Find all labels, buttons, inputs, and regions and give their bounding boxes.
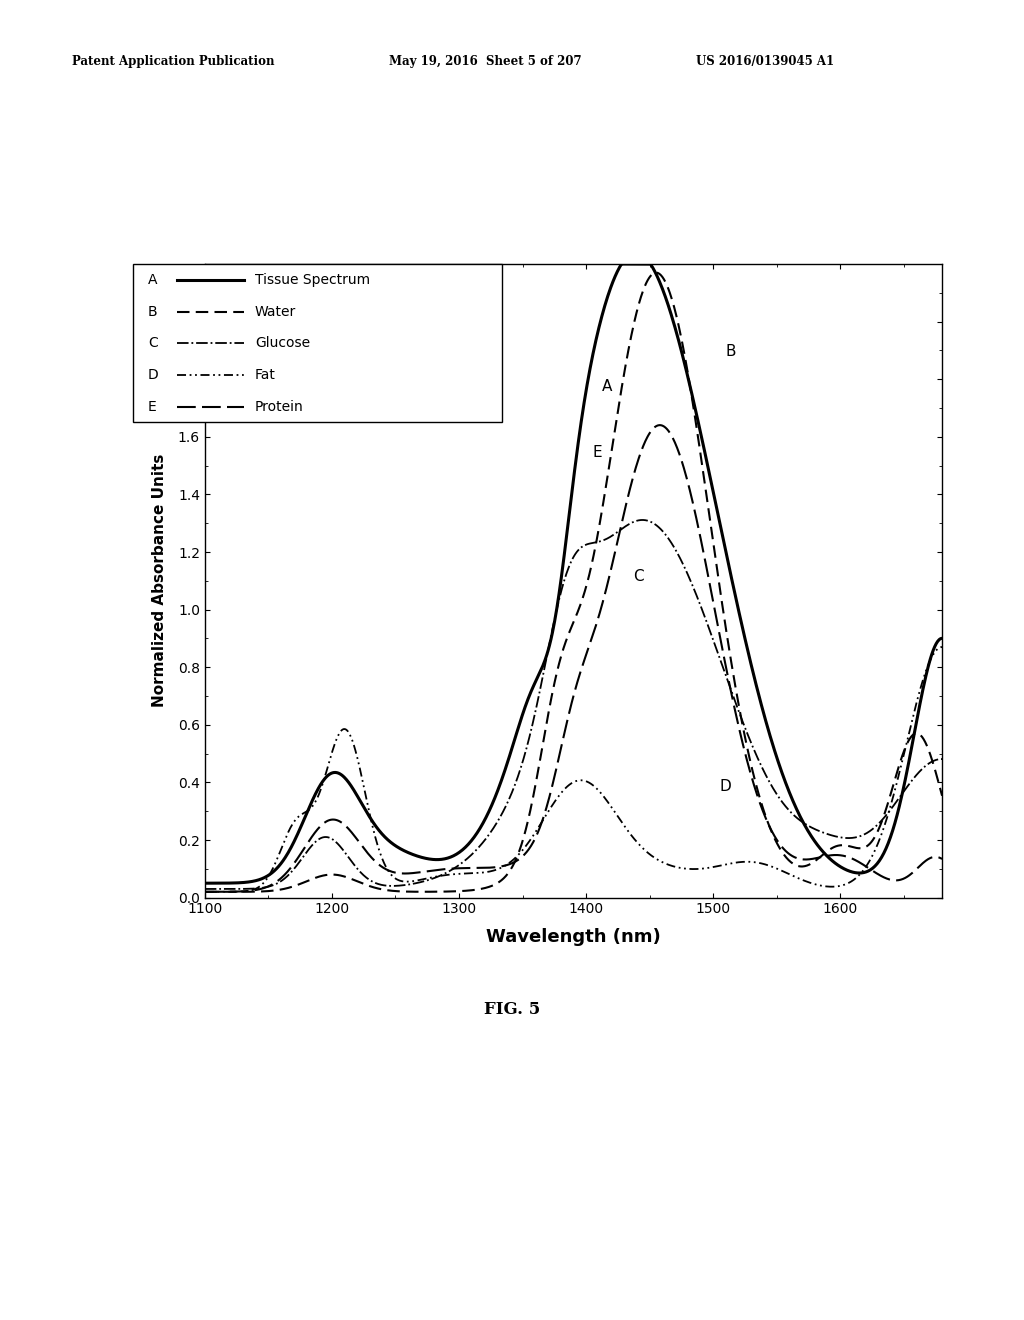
Text: D: D: [147, 368, 159, 381]
Text: D: D: [720, 779, 731, 795]
X-axis label: Wavelength (nm): Wavelength (nm): [486, 928, 660, 945]
Y-axis label: Normalized Absorbance Units: Normalized Absorbance Units: [152, 454, 167, 708]
Text: FIG. 5: FIG. 5: [484, 1002, 540, 1018]
Text: Protein: Protein: [255, 400, 303, 413]
Text: B: B: [147, 305, 158, 318]
Text: E: E: [147, 400, 157, 413]
Text: E: E: [593, 445, 602, 459]
Text: C: C: [633, 569, 644, 583]
Text: Patent Application Publication: Patent Application Publication: [72, 55, 274, 69]
Text: May 19, 2016  Sheet 5 of 207: May 19, 2016 Sheet 5 of 207: [389, 55, 582, 69]
Text: A: A: [147, 273, 158, 286]
Text: C: C: [147, 337, 158, 350]
Text: Fat: Fat: [255, 368, 275, 381]
Text: US 2016/0139045 A1: US 2016/0139045 A1: [696, 55, 835, 69]
Text: Tissue Spectrum: Tissue Spectrum: [255, 273, 370, 286]
Text: Water: Water: [255, 305, 296, 318]
Text: Glucose: Glucose: [255, 337, 310, 350]
Text: A: A: [601, 379, 611, 393]
Text: B: B: [726, 345, 736, 359]
